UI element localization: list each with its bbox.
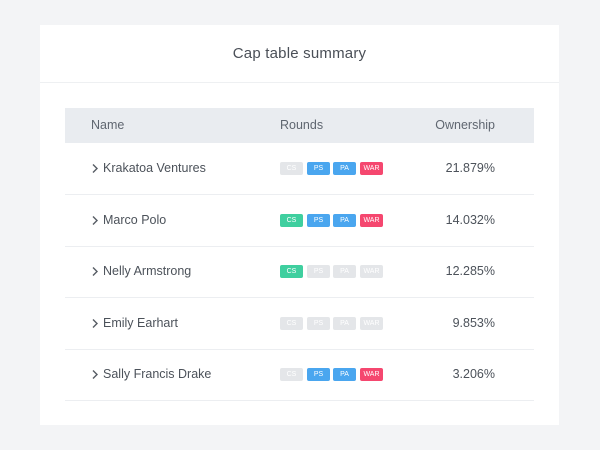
ownership: 12.285% [445,264,495,278]
holder-name: Marco Polo [103,212,167,227]
table-row[interactable]: Emily Earhart CS PS PA WAR 9.853% [65,298,534,350]
round-badge: WAR [360,265,383,278]
ownership: 3.206% [452,367,495,381]
divider [40,82,559,83]
round-badge: PA [333,368,356,381]
holder-name: Krakatoa Ventures [103,161,206,175]
holder-name: Nelly Armstrong [103,264,192,278]
round-badge: CS [280,368,303,381]
round-badge: PA [333,265,356,278]
round-badge: WAR [360,213,383,227]
ownership: 9.853% [452,315,495,330]
round-badge: PS [307,368,330,381]
cap-table: Name Rounds Ownership Krakatoa Ventures C… [65,108,534,425]
round-badge: CS [280,316,303,330]
round-badge: WAR [360,316,383,330]
table-row[interactable]: Sally Francis Drake CS PS PA WAR 3.206% [65,349,534,401]
card: Cap table summary Name Rounds Ownership … [40,25,559,425]
column-header: Name [91,118,125,132]
expand-chevron[interactable] [91,369,99,380]
holder-name: Sally Francis Drake [103,367,212,381]
round-badge: CS [280,162,303,175]
round-badge: WAR [360,162,383,175]
column-header: Rounds [280,118,324,132]
expand-chevron[interactable] [91,163,99,174]
ownership: 14.032% [445,212,495,227]
column-header: Ownership [435,118,495,132]
table-row[interactable]: Krakatoa Ventures CS PS PA WAR 21.879% [65,143,534,195]
round-badge: CS [280,265,303,278]
expand-chevron[interactable] [91,318,99,329]
round-badge: CS [280,213,303,227]
round-badge: PS [307,316,330,330]
table-header: Name Rounds Ownership [65,108,534,143]
holder-name: Emily Earhart [103,315,179,330]
expand-chevron[interactable] [91,215,99,226]
table-row[interactable]: Nelly Armstrong CS PS PA WAR 12.285% [65,246,534,298]
round-badge: WAR [360,368,383,381]
ownership: 21.879% [445,161,495,175]
round-badge: PA [333,162,356,175]
expand-chevron[interactable] [91,266,99,277]
round-badge: PS [307,213,330,227]
round-badge: PA [333,213,356,227]
round-badge: PA [333,316,356,330]
round-badge: PS [307,265,330,278]
round-badge: PS [307,162,330,175]
card-title: Cap table summary [232,45,367,62]
table-row[interactable]: Marco Polo CS PS PA WAR 14.032% [65,195,534,247]
